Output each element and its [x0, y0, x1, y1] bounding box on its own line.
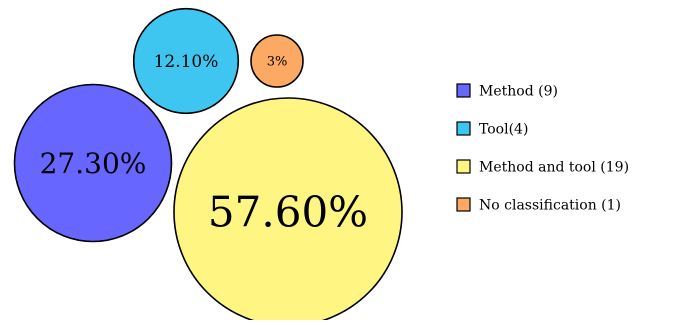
bubble-method-and-tool-label: 57.60% [208, 188, 368, 237]
legend-item-tool-4: Tool(4) [456, 121, 528, 138]
bubble-tool: 12.10% [132, 7, 240, 115]
bubble-no-classification-label: 3% [267, 55, 288, 70]
legend-swatch-tool-4 [456, 121, 471, 136]
legend-swatch-method-9 [456, 83, 471, 98]
bubble-method-and-tool: 57.60% [173, 97, 403, 325]
legend-item-method-and-tool-19: Method and tool (19) [456, 159, 629, 176]
legend-label-tool-4: Tool(4) [479, 122, 528, 138]
bubble-method-circle [13, 83, 173, 243]
legend-label-method-and-tool-19: Method and tool (19) [479, 160, 629, 176]
legend-swatch-no-classification-1 [456, 197, 471, 212]
legend-label-no-classification-1: No classification (1) [479, 198, 621, 214]
bubble-method-label: 27.30% [40, 147, 147, 180]
legend-swatch-method-and-tool-19 [456, 159, 471, 174]
legend-item-method-9: Method (9) [456, 83, 558, 100]
bubble-method-and-tool-circle [173, 97, 403, 325]
bubble-tool-label: 12.10% [154, 52, 219, 72]
bubble-no-classification-circle [250, 34, 304, 88]
legend-item-no-classification-1: No classification (1) [456, 197, 621, 214]
legend-label-method-9: Method (9) [479, 84, 558, 100]
bubble-no-classification: 3% [250, 34, 304, 88]
bubble-tool-circle [132, 7, 240, 115]
legend: Method (9) Tool(4) Method and tool (19) No … [456, 83, 629, 214]
bubble-method: 27.30% [13, 83, 173, 243]
